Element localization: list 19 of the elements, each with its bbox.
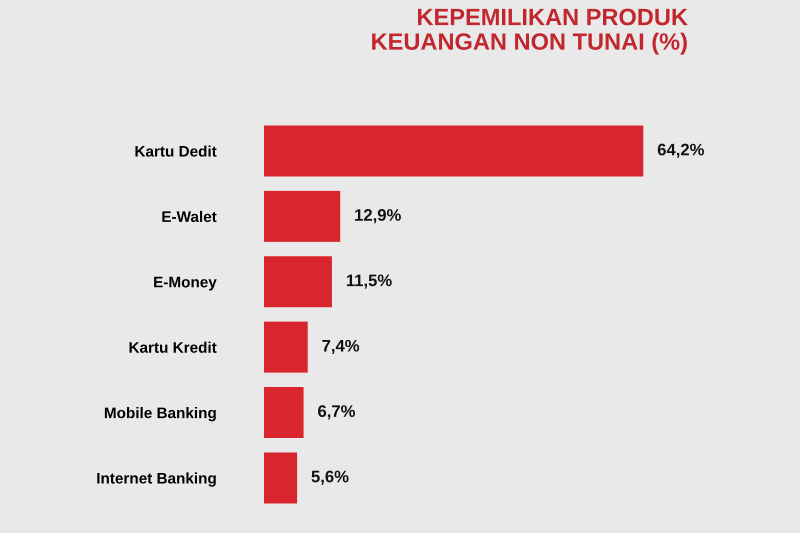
y-tick-label: Kartu Dedit (135, 145, 217, 157)
bar (264, 322, 308, 373)
y-tick-label: Kartu Kredit (130, 342, 217, 353)
bar (264, 125, 644, 176)
bar (264, 452, 298, 504)
bar (264, 256, 332, 308)
bar (264, 190, 340, 242)
y-tick-label: Internet Banking (97, 472, 216, 487)
chart-title: KEPEMILIKAN PRODUK KEUANGAN NON TUNAI (%) (372, 8, 688, 55)
y-tick-label: E-Walet (162, 210, 217, 222)
data-label: 12,9% (355, 209, 401, 224)
data-label: 64,2% (658, 144, 704, 158)
y-tick-label: Mobile Banking (104, 407, 216, 422)
y-tick-label: E-Money (154, 276, 217, 290)
bar (264, 387, 304, 438)
data-label: 11,5% (346, 274, 392, 289)
data-label: 7,4% (322, 340, 360, 354)
data-label: 5,6% (311, 470, 349, 485)
data-label: 6,7% (318, 405, 356, 420)
